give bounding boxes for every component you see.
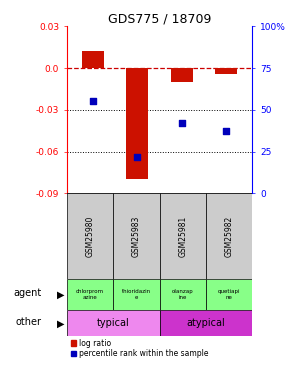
- Text: thioridazin
e: thioridazin e: [122, 290, 151, 300]
- Bar: [82, 51, 104, 68]
- Text: GSM25983: GSM25983: [132, 216, 141, 257]
- Bar: [67, 193, 113, 279]
- Legend: log ratio, percentile rank within the sample: log ratio, percentile rank within the sa…: [70, 339, 209, 358]
- Text: GSM25981: GSM25981: [178, 216, 187, 257]
- Bar: [160, 279, 206, 310]
- Bar: [113, 193, 160, 279]
- Bar: [67, 279, 113, 310]
- Text: ▶: ▶: [57, 318, 64, 328]
- Point: [135, 153, 140, 159]
- Bar: [171, 68, 193, 82]
- Text: chlorprom
azine: chlorprom azine: [76, 290, 104, 300]
- Bar: [206, 279, 252, 310]
- Point: [224, 129, 228, 135]
- Text: typical: typical: [97, 318, 129, 328]
- Bar: [160, 310, 252, 336]
- Bar: [126, 68, 148, 179]
- Text: agent: agent: [13, 288, 41, 298]
- Text: GSM25980: GSM25980: [85, 216, 95, 257]
- Bar: [160, 193, 206, 279]
- Bar: [215, 68, 237, 74]
- Point: [91, 98, 95, 104]
- Title: GDS775 / 18709: GDS775 / 18709: [108, 12, 211, 25]
- Text: atypical: atypical: [186, 318, 225, 328]
- Bar: [206, 193, 252, 279]
- Text: other: other: [15, 317, 41, 327]
- Point: [179, 120, 184, 126]
- Bar: [67, 310, 160, 336]
- Text: ▶: ▶: [57, 290, 64, 300]
- Text: quetiapi
ne: quetiapi ne: [218, 290, 240, 300]
- Text: olanzap
ine: olanzap ine: [172, 290, 194, 300]
- Text: GSM25982: GSM25982: [224, 216, 234, 257]
- Bar: [113, 279, 160, 310]
